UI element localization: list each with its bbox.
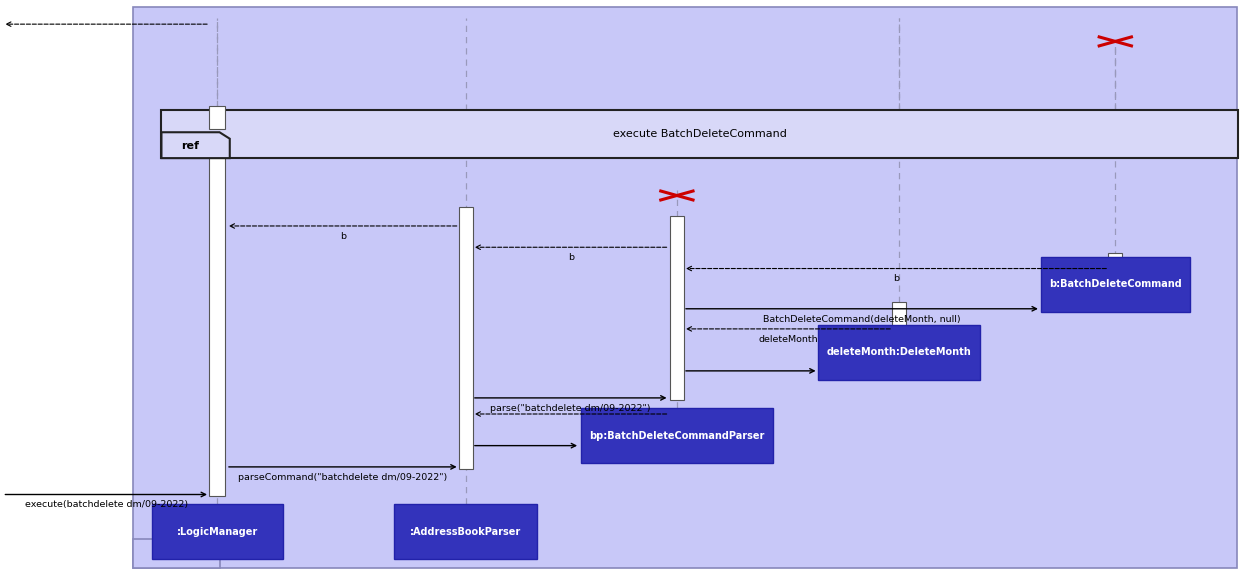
Bar [818,325,980,380]
Text: b:BatchDeleteCommand: b:BatchDeleteCommand [1049,279,1181,289]
Text: bp:BatchDeleteCommandParser: bp:BatchDeleteCommandParser [589,431,765,440]
Text: parseCommand("batchdelete dm/09-2022"): parseCommand("batchdelete dm/09-2022") [238,473,447,482]
Bar [1109,253,1123,310]
Text: :LogicManager: :LogicManager [176,527,258,536]
Text: deleteMonth: deleteMonth [758,335,818,344]
Text: BatchDeleteCommand(deleteMonth, null): BatchDeleteCommand(deleteMonth, null) [763,315,961,324]
Bar [580,408,773,463]
Bar [1041,257,1190,312]
Text: b: b [340,232,345,241]
Bar [395,504,537,559]
Bar [460,207,472,469]
Text: execute(batchdelete dm/09-2022): execute(batchdelete dm/09-2022) [25,500,188,509]
Bar [153,504,282,559]
Polygon shape [161,132,230,158]
Text: :AddressBookParser: :AddressBookParser [410,527,522,536]
Bar [133,7,1237,568]
Text: execute BatchDeleteCommand: execute BatchDeleteCommand [614,129,786,139]
Text: b: b [568,253,574,262]
Bar [133,539,220,568]
Text: ref: ref [181,141,199,151]
Text: deleteMonth:DeleteMonth: deleteMonth:DeleteMonth [827,347,971,357]
Bar [892,302,907,377]
Bar [209,131,226,496]
Text: parse("batchdelete dm/09-2022"): parse("batchdelete dm/09-2022") [491,404,651,413]
Text: b: b [893,274,899,283]
Bar [209,106,226,129]
Bar [671,216,684,400]
Bar [161,110,1238,158]
Text: Logic: Logic [161,549,191,559]
